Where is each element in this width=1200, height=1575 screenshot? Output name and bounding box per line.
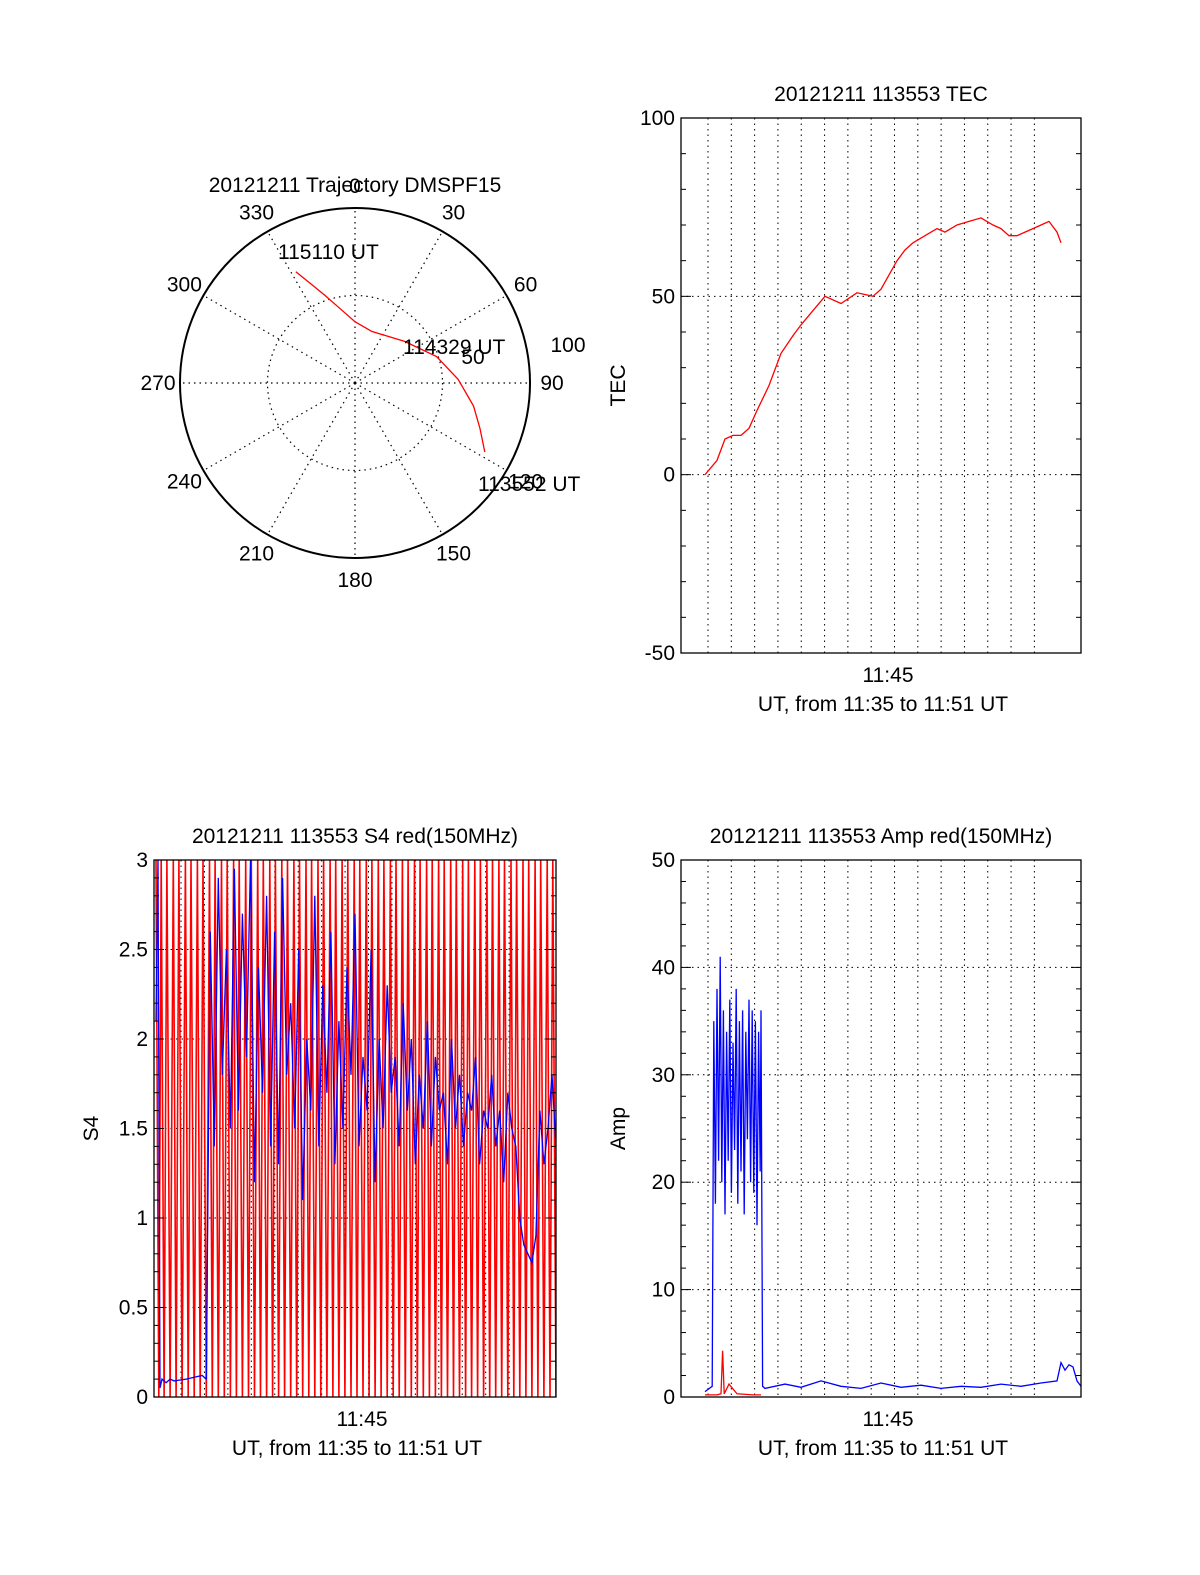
tec-ytick-label: 0 bbox=[663, 464, 675, 487]
amp-series-blue bbox=[704, 956, 1081, 1393]
polar-chart bbox=[179, 207, 531, 559]
polar-angle-label: 330 bbox=[239, 201, 274, 224]
tec-frame bbox=[680, 117, 1082, 654]
amp-series-group bbox=[704, 956, 1081, 1396]
s4-chart bbox=[153, 859, 557, 1398]
polar-spoke bbox=[203, 382, 356, 472]
polar-spoke bbox=[266, 382, 356, 535]
polar-grid-circle bbox=[266, 294, 444, 472]
polar-spoke bbox=[354, 382, 444, 535]
amp-ytick-label: 10 bbox=[652, 1279, 675, 1302]
amp-ytick-label: 20 bbox=[652, 1171, 675, 1194]
polar-radial-label: 50 bbox=[461, 346, 484, 369]
polar-angle-label: 120 bbox=[508, 471, 543, 494]
polar-angle-label: 150 bbox=[436, 543, 471, 566]
polar-angle-label: 60 bbox=[514, 274, 537, 297]
s4-series-group bbox=[155, 860, 556, 1397]
polar-angle-label: 300 bbox=[167, 274, 202, 297]
amp-series-red bbox=[705, 1350, 761, 1396]
s4-ytick-label: 1 bbox=[136, 1207, 148, 1230]
tec-series-red bbox=[704, 217, 1062, 476]
tec-ylabel: TEC bbox=[607, 365, 630, 407]
tec-ytick-label: 100 bbox=[640, 107, 675, 130]
tec-series-group bbox=[704, 217, 1062, 476]
amp-xlabel: UT, from 11:35 to 11:51 UT bbox=[758, 1437, 1008, 1460]
polar-annotation: 113552 UT bbox=[478, 473, 581, 496]
s4-xtick-label: 11:45 bbox=[337, 1408, 388, 1431]
s4-ylabel: S4 bbox=[80, 1115, 103, 1141]
amp-ytick-label: 50 bbox=[652, 849, 675, 872]
polar-trajectory bbox=[295, 271, 486, 453]
polar-angle-label: 90 bbox=[540, 372, 563, 395]
s4-series-blue bbox=[155, 860, 556, 1389]
amp-title: 20121211 113553 Amp red(150MHz) bbox=[710, 825, 1052, 848]
s4-ytick-label: 2 bbox=[136, 1028, 148, 1051]
polar-annotation: 115110 UT bbox=[278, 241, 379, 264]
polar-angle-label: 210 bbox=[239, 543, 274, 566]
polar-angle-label: 30 bbox=[442, 201, 465, 224]
s4-ytick-label: 2.5 bbox=[119, 939, 148, 962]
tec-ytick-label: 50 bbox=[652, 285, 675, 308]
tec-title: 20121211 113553 TEC bbox=[774, 83, 988, 106]
s4-series-red bbox=[155, 860, 556, 1397]
s4-ytick-label: 1.5 bbox=[119, 1118, 148, 1141]
tec-chart bbox=[680, 117, 1082, 654]
tec-xtick-label: 11:45 bbox=[863, 664, 914, 687]
s4-ytick-label: 0 bbox=[136, 1386, 148, 1409]
polar-spoke bbox=[354, 382, 507, 472]
tec-ytick-label: -50 bbox=[645, 642, 675, 665]
amp-xtick-label: 11:45 bbox=[863, 1408, 914, 1431]
polar-title: 20121211 Trajectory DMSPF15 bbox=[209, 174, 502, 197]
tec-xlabel: UT, from 11:35 to 11:51 UT bbox=[758, 693, 1008, 716]
amp-ytick-label: 0 bbox=[663, 1386, 675, 1409]
amp-frame bbox=[680, 859, 1082, 1398]
polar-angle-label: 180 bbox=[337, 569, 372, 592]
polar-angle-label: 240 bbox=[167, 471, 202, 494]
s4-xlabel: UT, from 11:35 to 11:51 UT bbox=[232, 1437, 482, 1460]
amp-chart bbox=[680, 859, 1082, 1398]
polar-angle-label: 270 bbox=[140, 372, 175, 395]
amp-ytick-label: 30 bbox=[652, 1064, 675, 1087]
polar-radial-label: 100 bbox=[550, 334, 585, 357]
polar-outer-circle bbox=[179, 207, 531, 559]
amp-ylabel: Amp bbox=[607, 1107, 630, 1150]
polar-angle-label: 0 bbox=[349, 175, 361, 198]
amp-ytick-label: 40 bbox=[652, 956, 675, 979]
s4-title: 20121211 113553 S4 red(150MHz) bbox=[192, 825, 518, 848]
s4-ytick-label: 0.5 bbox=[119, 1297, 148, 1320]
polar-annotation: 114329 UT bbox=[403, 336, 506, 359]
s4-ytick-label: 3 bbox=[136, 849, 148, 872]
